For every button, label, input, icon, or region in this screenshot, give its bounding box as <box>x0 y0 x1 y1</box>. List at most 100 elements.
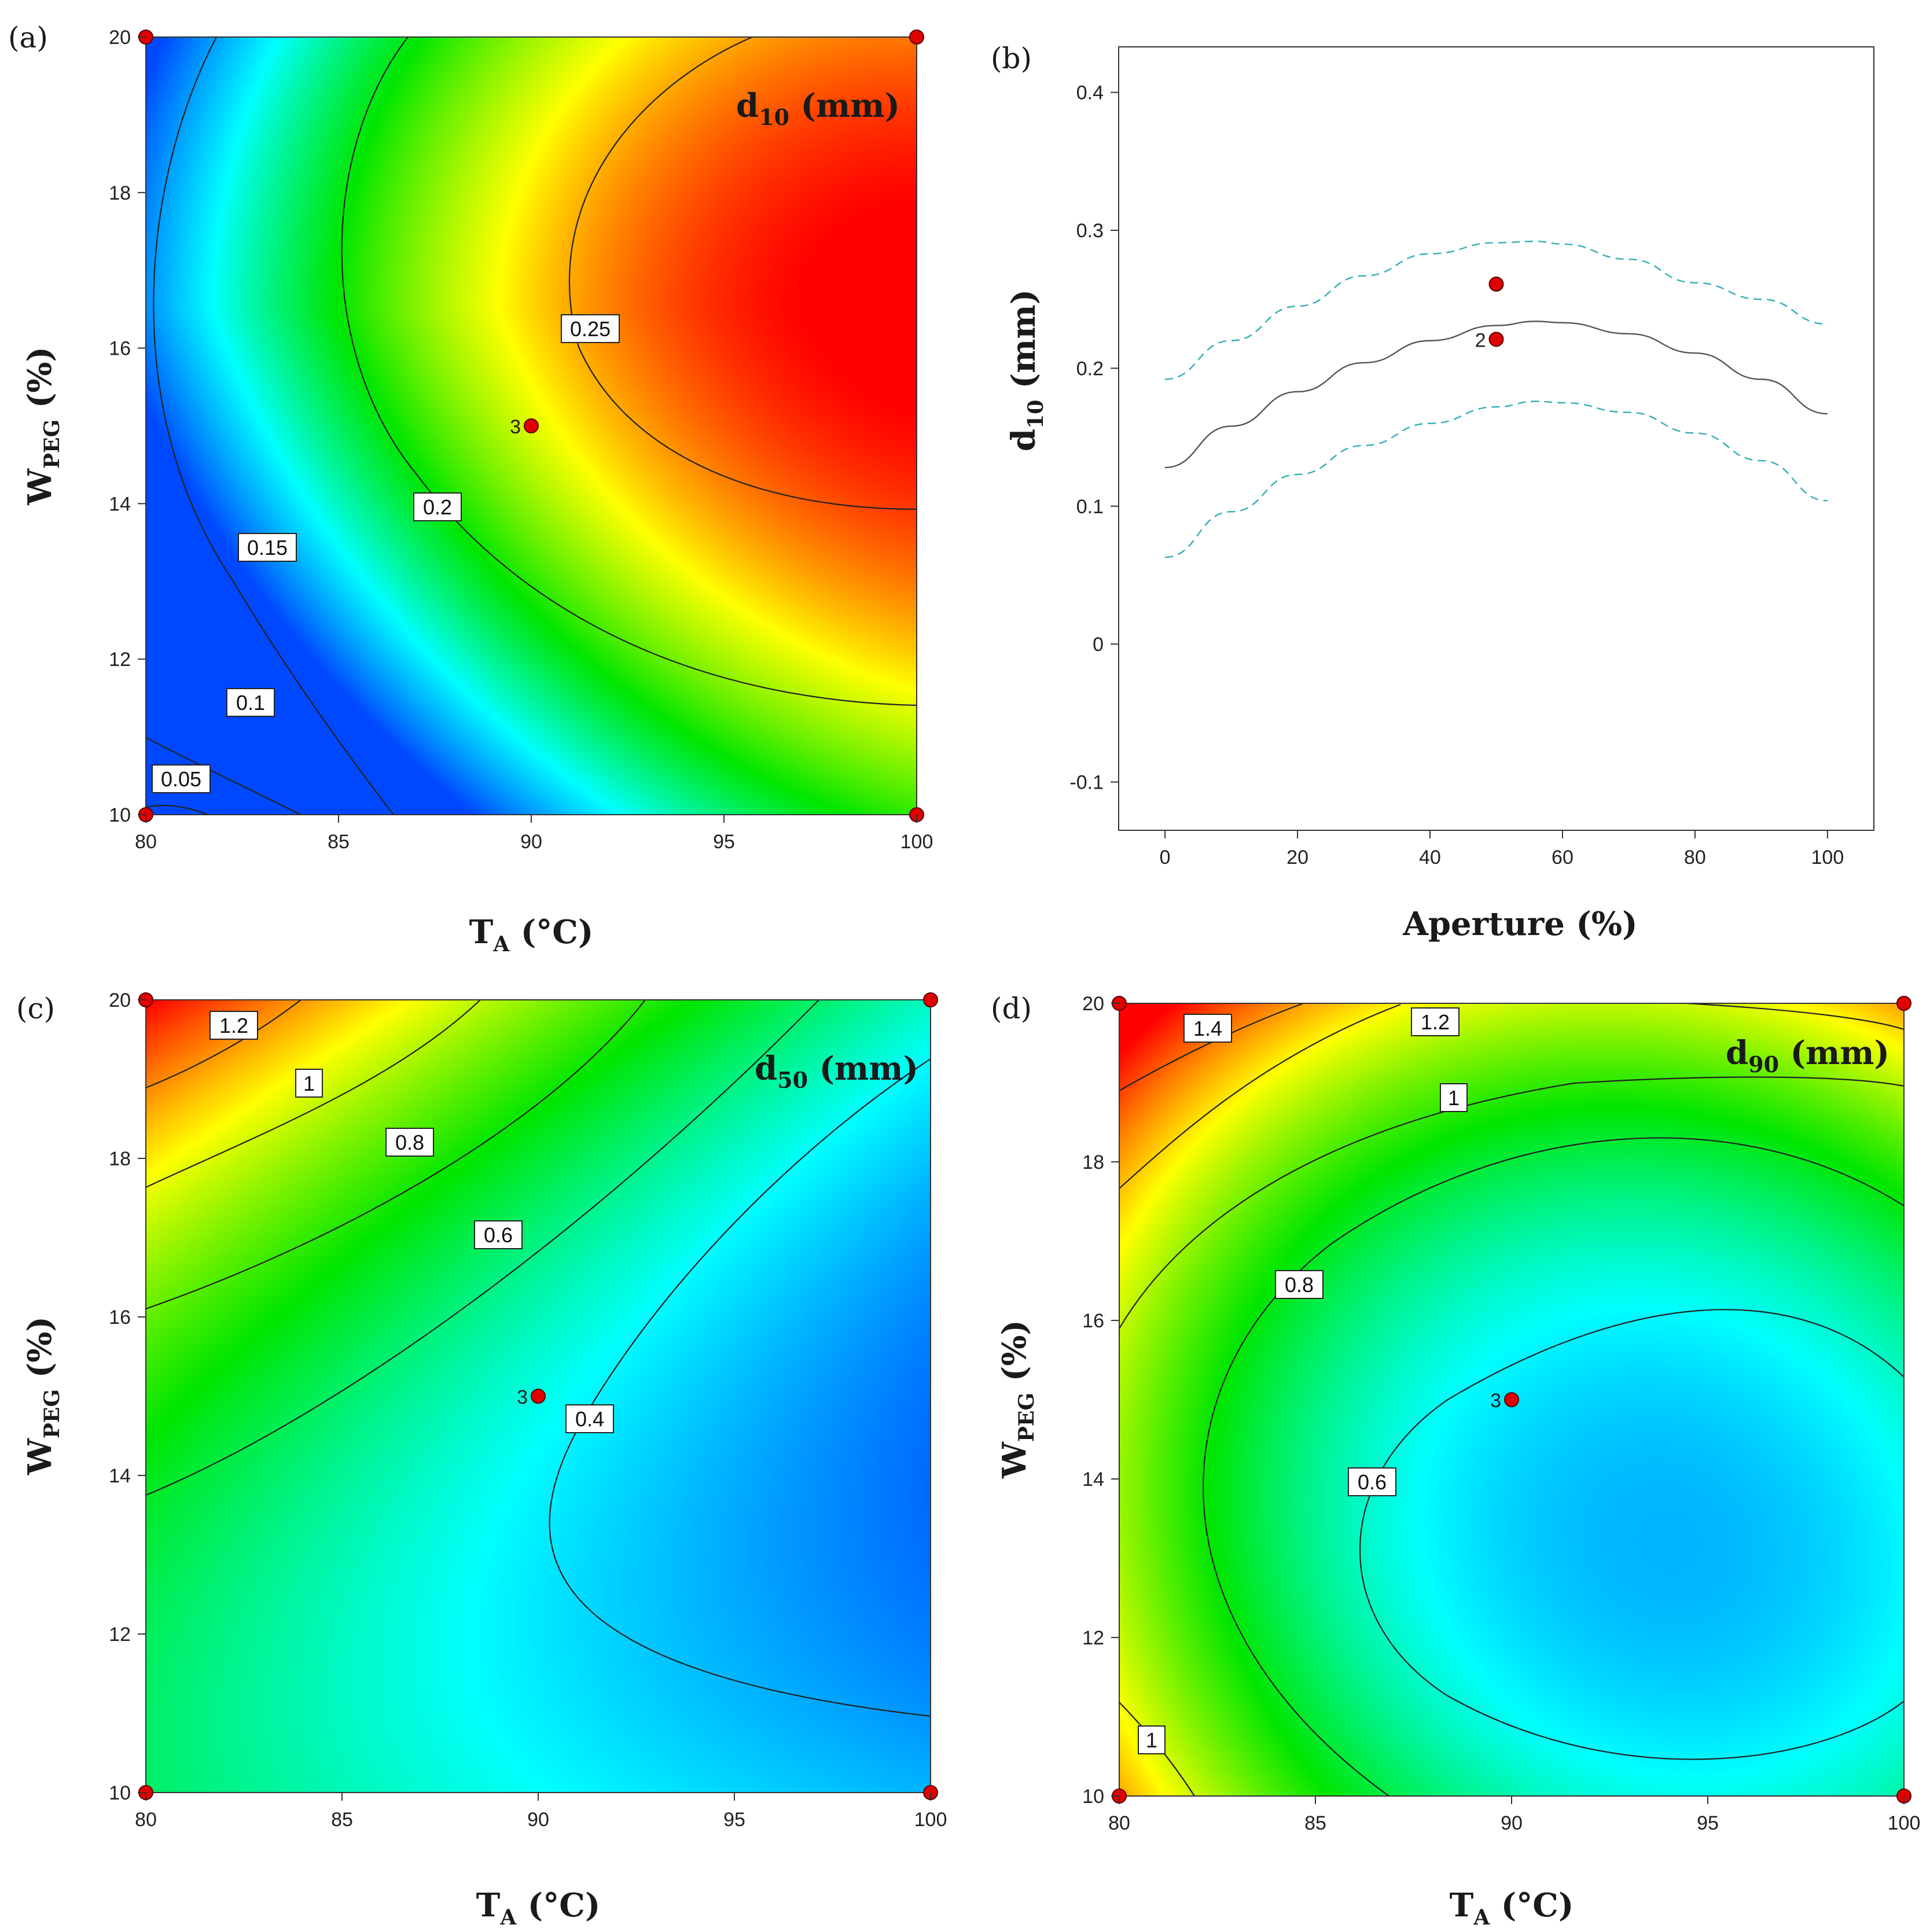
design-points-c: 3 <box>138 992 938 1800</box>
y-tick-label: 12 <box>109 649 131 671</box>
y-tick-label: 16 <box>109 1307 131 1329</box>
data-point <box>531 1389 546 1404</box>
y-axis-label-b: d10 (mm) <box>1005 289 1048 451</box>
panel-c-tag: (c) <box>16 992 55 1025</box>
contour-label-text: 1.4 <box>1193 1017 1222 1040</box>
x-tick-label: 95 <box>713 831 735 853</box>
contour-label-0.8-d: 0.8 <box>1275 1270 1324 1299</box>
y-tick-label: 0.4 <box>1076 82 1104 104</box>
plot-frame-b <box>1118 46 1874 831</box>
y-tick-label: 16 <box>1082 1310 1104 1332</box>
x-tick-label: 90 <box>527 1809 549 1831</box>
contour-label-text: 1 <box>1146 1728 1157 1752</box>
contour-1.2-d <box>1119 1002 1905 1189</box>
point-count-label: 3 <box>510 416 521 438</box>
contour-label-text: 0.05 <box>161 767 201 791</box>
series-prediction <box>1165 321 1828 469</box>
contour-label-0.6-c: 0.6 <box>474 1220 523 1249</box>
contour-label-1.4-d: 1.4 <box>1183 1014 1232 1043</box>
contour-label-0.6-d: 0.6 <box>1348 1467 1396 1496</box>
panel-a: (a) 0.05 0.1 0.15 0.2 0.25 3 80 85 90 95 100… <box>8 21 933 956</box>
contour-label-0.15-a: 0.15 <box>238 533 297 562</box>
data-point <box>923 992 938 1007</box>
chart-title-d: d90 (mm) <box>1726 1034 1889 1077</box>
series-lines-b <box>1165 240 1828 558</box>
panel-b-tag: (b) <box>991 42 1032 75</box>
contour-1-d <box>1119 1076 1905 1329</box>
point-count-label: 2 <box>1475 329 1486 351</box>
x-tick-label: 100 <box>914 1809 947 1831</box>
contour-lines-a <box>145 36 917 816</box>
y-axis-label-a: WPEG (%) <box>21 347 64 506</box>
x-tick-label: 85 <box>328 831 350 853</box>
contour-label-text: 1.2 <box>1421 1010 1450 1034</box>
x-tick-label: 90 <box>520 831 542 853</box>
y-tick-label: 12 <box>109 1624 131 1646</box>
contour-0.8-c <box>145 999 646 1310</box>
y-tick-label: 18 <box>109 1148 131 1170</box>
y-tick-label: 0 <box>1093 634 1104 656</box>
axes-c: 80 85 90 95 100 10 12 14 16 18 20 <box>109 989 947 1831</box>
contour-label-text: 0.2 <box>423 495 452 519</box>
contour-label-text: 1 <box>1448 1086 1460 1110</box>
contour-label-text: 0.15 <box>247 536 288 560</box>
x-tick-label: 100 <box>900 831 933 853</box>
x-tick-label: 85 <box>331 1809 353 1831</box>
x-tick-label: 80 <box>135 1809 157 1831</box>
x-axis-label-a: TA (°C) <box>469 913 594 956</box>
contour-0.15-a <box>153 36 394 815</box>
x-tick-label: 90 <box>1501 1812 1523 1834</box>
contour-0.6-c <box>145 999 819 1496</box>
data-point <box>1896 996 1911 1011</box>
contour-label-1-lower-d: 1 <box>1138 1725 1166 1754</box>
contour-label-0.4-c: 0.4 <box>565 1404 614 1433</box>
contour-labels-a: 0.05 0.1 0.15 0.2 0.25 <box>152 314 620 793</box>
x-tick-label: 80 <box>1684 847 1706 869</box>
contour-1.2-c <box>145 999 302 1089</box>
axes-d: 80 85 90 95 100 10 12 14 16 18 20 <box>1082 993 1920 1834</box>
y-tick-label: 18 <box>109 182 131 204</box>
x-tick-label: 95 <box>1697 1812 1719 1834</box>
contour-0.8-d <box>1203 1137 1905 1797</box>
axes-b: 0 20 40 60 80 100 -0.1 0 0.1 0.2 0.3 0.4 <box>1069 82 1844 869</box>
series-upper-confidence-band <box>1165 240 1828 380</box>
y-axis-label-c: WPEG (%) <box>21 1316 64 1475</box>
data-point <box>524 418 539 433</box>
contour-lines-d <box>1119 1002 1905 1797</box>
contour-0.05-a <box>145 804 209 816</box>
contour-labels-c: 1.2 1 0.8 0.6 0.4 <box>209 1011 614 1433</box>
x-tick-label: 100 <box>1811 847 1844 869</box>
contour-label-text: 0.1 <box>236 691 265 715</box>
contour-label-text: 0.6 <box>484 1223 513 1247</box>
y-tick-label: 14 <box>109 1465 131 1487</box>
x-tick-label: 20 <box>1286 847 1308 869</box>
panel-d-tag: (d) <box>991 992 1032 1025</box>
x-axis-label-d: TA (°C) <box>1450 1886 1574 1930</box>
x-tick-label: 40 <box>1419 847 1441 869</box>
x-tick-label: 100 <box>1888 1812 1921 1834</box>
y-tick-label: -0.1 <box>1069 772 1104 794</box>
contour-0.1-a <box>145 737 302 815</box>
y-tick-label: 0.1 <box>1076 496 1104 518</box>
y-tick-label: 10 <box>109 804 131 826</box>
contour-labels-d: 1.4 1.2 1 1 0.8 0.6 <box>1138 1007 1468 1754</box>
contour-label-1-c: 1 <box>295 1069 323 1098</box>
contour-label-text: 0.6 <box>1358 1470 1387 1494</box>
x-tick-label: 95 <box>723 1809 745 1831</box>
design-points-d: 3 <box>1112 996 1911 1804</box>
contour-label-1.2-c: 1.2 <box>209 1011 258 1040</box>
panel-a-tag: (a) <box>8 21 48 54</box>
x-axis-label-c: TA (°C) <box>476 1886 601 1930</box>
y-tick-label: 12 <box>1082 1627 1104 1649</box>
x-tick-label: 60 <box>1552 847 1574 869</box>
y-tick-label: 0.2 <box>1076 358 1104 380</box>
chart-title-a: d10 (mm) <box>736 87 900 130</box>
chart-title-c: d50 (mm) <box>755 1050 918 1093</box>
y-tick-label: 0.3 <box>1076 220 1104 242</box>
panel-b: (b) 2 0 20 40 60 80 100 -0.1 0 0.1 0.2 0.3 0.4 Aper… <box>991 42 1874 943</box>
panel-c: (c) 1.2 1 0.8 0.6 0.4 3 80 85 90 95 100 10 12 1… <box>16 989 947 1930</box>
y-tick-label: 20 <box>1082 993 1104 1015</box>
point-count-label: 3 <box>1490 1390 1501 1412</box>
contour-label-0.05-a: 0.05 <box>152 764 211 793</box>
